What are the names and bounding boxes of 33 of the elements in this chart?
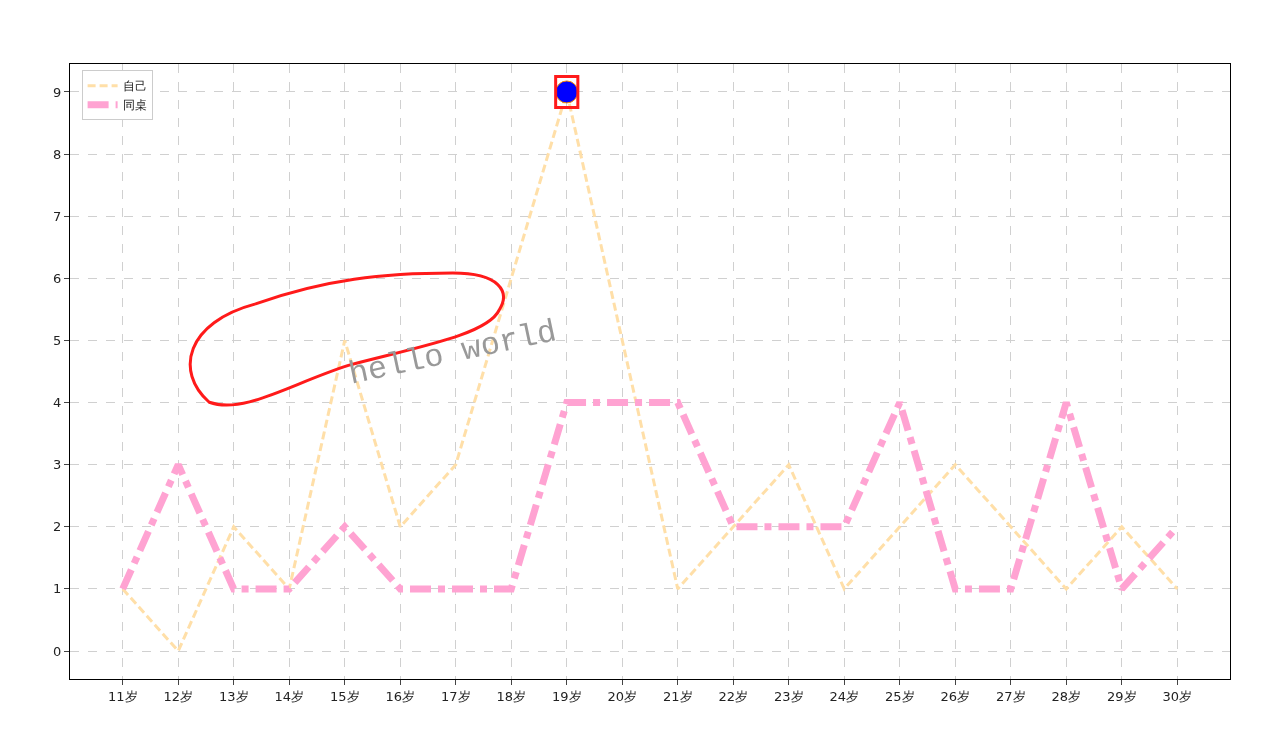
- x-tick-label: 23岁: [773, 688, 804, 704]
- y-tick-label: 3: [53, 457, 62, 473]
- y-tick-label: 8: [53, 146, 62, 162]
- x-tick-label: 15岁: [329, 688, 360, 704]
- x-tick-label: 16岁: [385, 688, 416, 704]
- y-tick-label: 0: [53, 643, 62, 659]
- x-tick-label: 19岁: [551, 688, 582, 704]
- x-tick-label: 12岁: [163, 688, 193, 704]
- x-tick-label: 21岁: [662, 688, 693, 704]
- y-tick-label: 2: [53, 519, 62, 535]
- legend-label: 自己: [122, 79, 147, 94]
- y-tick-label: 4: [53, 395, 62, 411]
- x-tick-label: 29岁: [1107, 688, 1137, 704]
- y-tick-label: 5: [53, 332, 62, 348]
- x-tick-label: 24岁: [829, 688, 860, 704]
- x-tick-label: 13岁: [218, 688, 249, 704]
- y-tick-label: 7: [53, 208, 62, 224]
- y-tick-label: 6: [53, 270, 62, 286]
- x-tick-label: 18岁: [496, 688, 527, 704]
- x-tick-label: 25岁: [884, 688, 915, 704]
- x-tick-label: 17岁: [440, 688, 471, 704]
- x-tick-label: 14岁: [274, 688, 304, 704]
- x-tick-label: 27岁: [996, 688, 1026, 704]
- x-tick-label: 20岁: [607, 688, 638, 704]
- y-tick-label: 1: [53, 581, 62, 597]
- x-tick-label: 30岁: [1162, 688, 1193, 704]
- x-tick-label: 11岁: [107, 688, 138, 704]
- x-tick-label: 28岁: [1051, 688, 1082, 704]
- y-tick-label: 9: [53, 84, 62, 100]
- x-tick-label: 26岁: [940, 688, 971, 704]
- legend-label: 同桌: [122, 98, 147, 113]
- x-tick-label: 22岁: [718, 688, 749, 704]
- annotation: hello world: [345, 313, 560, 394]
